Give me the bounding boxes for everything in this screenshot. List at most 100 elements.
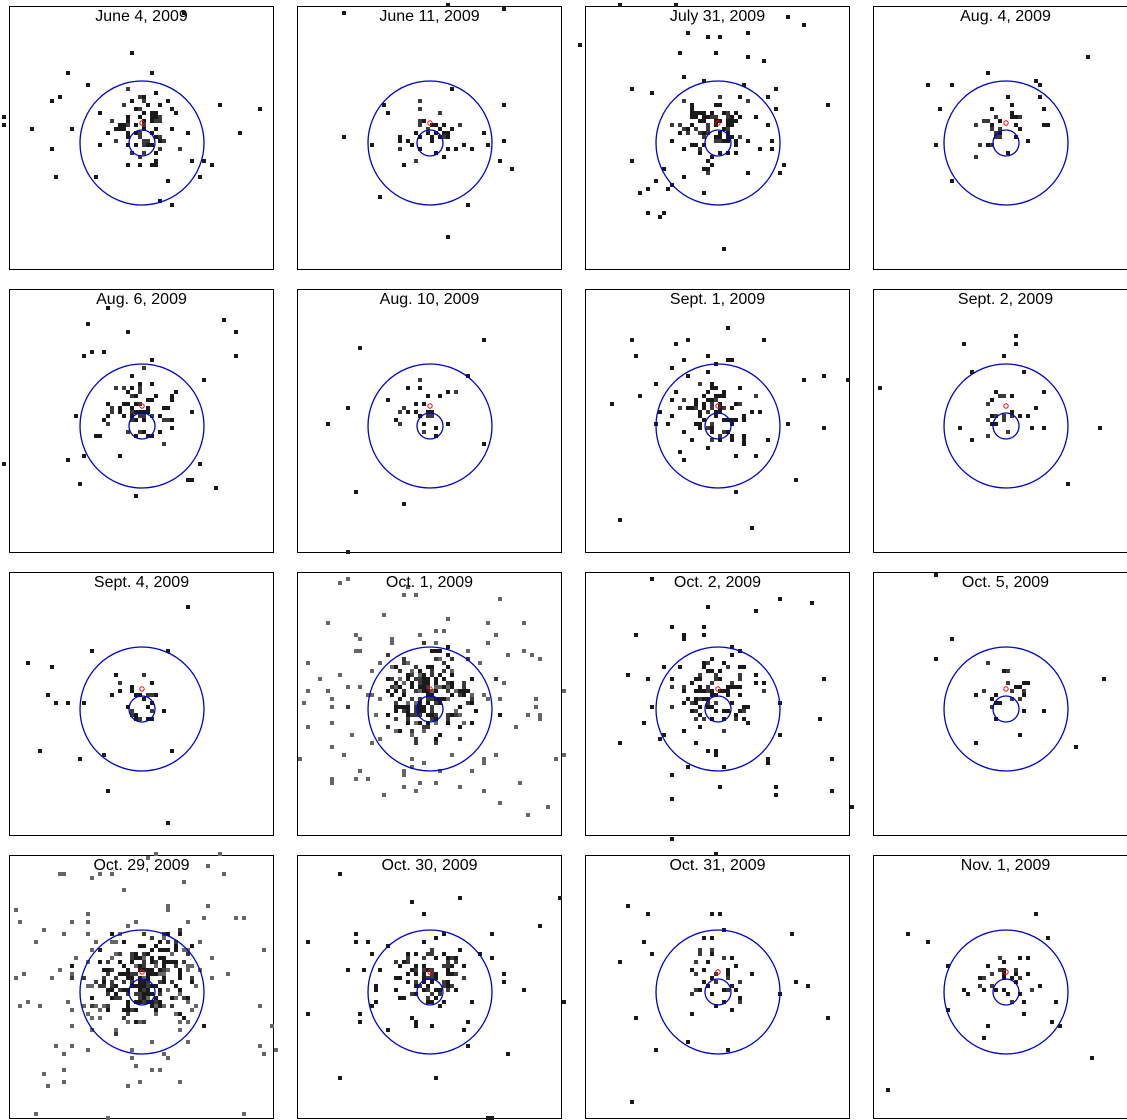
event-pixel bbox=[98, 1016, 102, 1020]
event-pixel bbox=[726, 131, 730, 135]
event-pixel bbox=[150, 1004, 154, 1008]
event-pixel bbox=[386, 713, 390, 717]
event-pixel bbox=[422, 677, 426, 681]
event-pixel bbox=[174, 1012, 178, 1016]
event-pixel bbox=[398, 964, 402, 968]
event-pixel bbox=[682, 701, 686, 705]
position-marker bbox=[715, 120, 721, 126]
event-pixel bbox=[978, 143, 982, 147]
event-pixel bbox=[710, 948, 714, 952]
event-pixel bbox=[186, 1000, 190, 1004]
event-pixel bbox=[738, 402, 742, 406]
event-pixel bbox=[142, 139, 146, 143]
event-pixel bbox=[718, 912, 722, 916]
event-pixel bbox=[730, 358, 734, 362]
event-pixel bbox=[158, 968, 162, 972]
event-pixel bbox=[454, 972, 458, 976]
event-pixel bbox=[710, 669, 714, 673]
event-pixel bbox=[502, 972, 506, 976]
event-pixel bbox=[378, 737, 382, 741]
event-pixel bbox=[34, 940, 38, 944]
event-pixel bbox=[410, 697, 414, 701]
event-pixel bbox=[398, 685, 402, 689]
event-pixel bbox=[738, 980, 742, 984]
event-pixel bbox=[146, 968, 150, 972]
inner-circle bbox=[992, 412, 1020, 440]
event-pixel bbox=[1042, 390, 1046, 394]
event-pixel bbox=[130, 952, 134, 956]
event-pixel bbox=[134, 984, 138, 988]
event-pixel bbox=[762, 681, 766, 685]
event-pixel bbox=[1014, 685, 1018, 689]
event-pixel bbox=[330, 697, 334, 701]
event-pixel bbox=[446, 964, 450, 968]
event-pixel bbox=[126, 115, 130, 119]
event-pixel bbox=[154, 996, 158, 1000]
event-pixel bbox=[330, 705, 334, 709]
event-pixel bbox=[426, 665, 430, 669]
event-pixel bbox=[994, 693, 998, 697]
event-pixel bbox=[702, 135, 706, 139]
event-pixel bbox=[202, 916, 206, 920]
event-pixel bbox=[138, 1080, 142, 1084]
event-pixel bbox=[658, 215, 662, 219]
event-pixel bbox=[158, 980, 162, 984]
event-pixel bbox=[446, 422, 450, 426]
event-pixel bbox=[706, 354, 710, 358]
event-pixel bbox=[426, 1000, 430, 1004]
event-pixel bbox=[706, 685, 710, 689]
event-pixel bbox=[710, 155, 714, 159]
event-pixel bbox=[426, 410, 430, 414]
event-pixel bbox=[442, 135, 446, 139]
event-pixel bbox=[706, 171, 710, 175]
event-pixel bbox=[1058, 1024, 1062, 1028]
event-pixel bbox=[678, 665, 682, 669]
event-pixel bbox=[146, 406, 150, 410]
event-pixel bbox=[714, 673, 718, 677]
event-pixel bbox=[142, 111, 146, 115]
event-pixel bbox=[710, 657, 714, 661]
event-pixel bbox=[142, 960, 146, 964]
event-pixel bbox=[998, 394, 1002, 398]
event-pixel bbox=[734, 454, 738, 458]
event-pixel bbox=[402, 689, 406, 693]
image-panel: Sept. 2, 2009 bbox=[873, 289, 1127, 553]
event-pixel bbox=[430, 948, 434, 952]
event-pixel bbox=[726, 119, 730, 123]
event-pixel bbox=[458, 725, 462, 729]
event-pixel bbox=[442, 629, 446, 633]
event-pixel bbox=[650, 705, 654, 709]
event-pixel bbox=[1026, 139, 1030, 143]
event-pixel bbox=[470, 697, 474, 701]
event-pixel bbox=[522, 649, 526, 653]
event-pixel bbox=[538, 717, 542, 721]
event-pixel bbox=[446, 135, 450, 139]
event-pixel bbox=[458, 123, 462, 127]
event-pixel bbox=[438, 988, 442, 992]
event-pixel bbox=[730, 701, 734, 705]
event-pixel bbox=[442, 123, 446, 127]
event-pixel bbox=[126, 1012, 130, 1016]
event-pixel bbox=[534, 697, 538, 701]
event-pixel bbox=[726, 115, 730, 119]
event-pixel bbox=[114, 139, 118, 143]
event-pixel bbox=[146, 705, 150, 709]
event-pixel bbox=[730, 123, 734, 127]
event-pixel bbox=[142, 964, 146, 968]
event-pixel bbox=[82, 976, 86, 980]
event-pixel bbox=[354, 633, 358, 637]
event-pixel bbox=[394, 418, 398, 422]
event-pixel bbox=[350, 733, 354, 737]
event-pixel bbox=[714, 135, 718, 139]
event-pixel bbox=[150, 382, 154, 386]
event-pixel bbox=[454, 709, 458, 713]
event-pixel bbox=[190, 159, 194, 163]
event-pixel bbox=[162, 1052, 166, 1056]
event-pixel bbox=[430, 1024, 434, 1028]
event-pixel bbox=[54, 1044, 58, 1048]
event-pixel bbox=[418, 669, 422, 673]
event-pixel bbox=[178, 972, 182, 976]
event-pixel bbox=[522, 988, 526, 992]
event-pixel bbox=[1006, 669, 1010, 673]
event-pixel bbox=[670, 773, 674, 777]
